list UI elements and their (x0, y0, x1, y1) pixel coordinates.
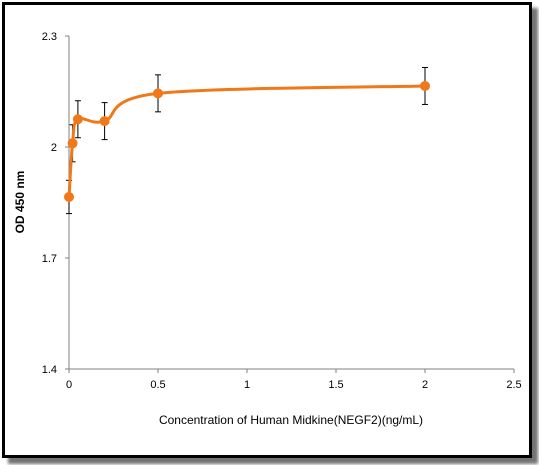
x-tick-label: 2 (422, 379, 428, 391)
y-tick-label: 1.7 (42, 253, 57, 265)
series-line (67, 84, 426, 198)
x-tick-label: 0.5 (150, 379, 165, 391)
tick-labels: 1.4 1.7 2 2.3 0 0.5 1 1.5 2 2.5 (42, 31, 522, 391)
y-tick-label: 2.3 (42, 31, 57, 43)
x-tick-label: 0 (66, 379, 72, 391)
chart-frame (2, 2, 532, 458)
data-point (99, 116, 110, 127)
data-point (67, 138, 78, 149)
x-tick-label: 1 (244, 379, 250, 391)
data-point (153, 88, 163, 99)
data-points (64, 80, 430, 202)
x-axis-label: Concentration of Human Midkine(NEGF2)(ng… (159, 413, 423, 427)
data-point (72, 114, 83, 125)
data-point (420, 80, 430, 91)
y-axis-label: OD 450 nm (13, 171, 27, 234)
axes (65, 35, 515, 373)
y-tick-label: 2 (51, 142, 57, 154)
x-tick-label: 1.5 (328, 379, 343, 391)
y-tick-label: 1.4 (42, 364, 57, 376)
data-point (64, 191, 74, 202)
x-tick-label: 2.5 (506, 379, 521, 391)
